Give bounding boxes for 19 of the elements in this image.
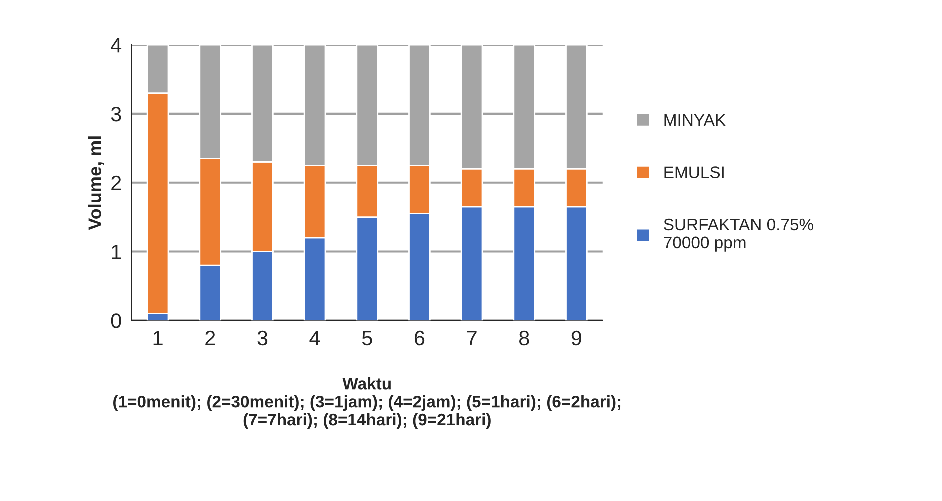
x-tick-label: 6 xyxy=(414,330,425,346)
y-tick-label: 0 xyxy=(111,314,122,328)
x-tick-label: 8 xyxy=(519,330,530,346)
y-tick-label: 2 xyxy=(112,176,122,190)
x-tick-label: 1 xyxy=(154,331,163,346)
legend-label: MINYAK xyxy=(664,114,726,126)
legend-label: SURFAKTAN 0.75% 70000 ppm xyxy=(664,218,814,252)
y-tick-label: 4 xyxy=(111,38,122,53)
x-axis-title: Waktu (1=0menit); (2=30menit); (3=1jam); (4=2jam); (5=1hari); (6=2hari); (7=7hari); (8=14hari); (9=21hari) xyxy=(114,378,621,429)
x-tick-label: 3 xyxy=(258,330,268,346)
y-tick-label: 1 xyxy=(112,244,122,260)
x-tick-label: 9 xyxy=(572,330,582,346)
legend-label: EMULSI xyxy=(664,166,724,178)
x-tick-label: 2 xyxy=(206,330,216,346)
y-axis-title: Volume, ml xyxy=(88,136,104,230)
y-tick-label: 3 xyxy=(111,106,122,122)
x-tick-label: 5 xyxy=(362,331,372,346)
x-tick-label: 7 xyxy=(467,331,477,346)
x-tick-label: 4 xyxy=(310,331,320,346)
